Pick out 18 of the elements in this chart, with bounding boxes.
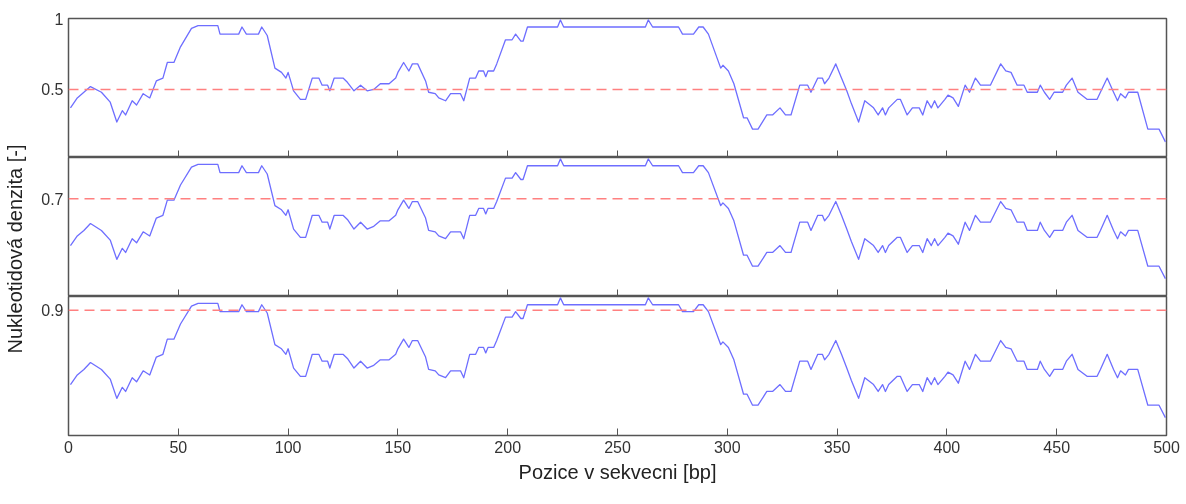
x-tick-label: 400 <box>933 438 961 456</box>
x-tick-label: 100 <box>274 438 302 456</box>
x-tick-label: 300 <box>713 438 741 456</box>
x-tick-label: 250 <box>604 438 631 456</box>
line-series <box>69 19 1167 143</box>
y-axis-title: Nukleotidová denzita [-] <box>3 144 26 354</box>
y-tick-label: 0.5 <box>41 81 64 99</box>
x-axis-title: Pozice v sekvecni [bp] <box>518 460 717 483</box>
x-tick-label: 500 <box>1153 438 1180 456</box>
x-tick-label: 450 <box>1043 438 1071 456</box>
x-tick-label: 200 <box>494 438 522 456</box>
x-tick-label: 50 <box>169 438 188 456</box>
x-tick-label: 0 <box>64 438 74 456</box>
ref-line-label: 0.9 <box>41 302 64 320</box>
x-tick-label: 350 <box>823 438 851 456</box>
y-tick-label: 1 <box>54 10 64 28</box>
x-tick-label: 150 <box>384 438 412 456</box>
ref-line-label: 0.7 <box>41 190 64 208</box>
